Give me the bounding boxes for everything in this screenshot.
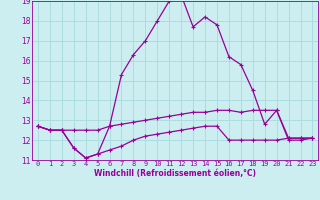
X-axis label: Windchill (Refroidissement éolien,°C): Windchill (Refroidissement éolien,°C) xyxy=(94,169,256,178)
